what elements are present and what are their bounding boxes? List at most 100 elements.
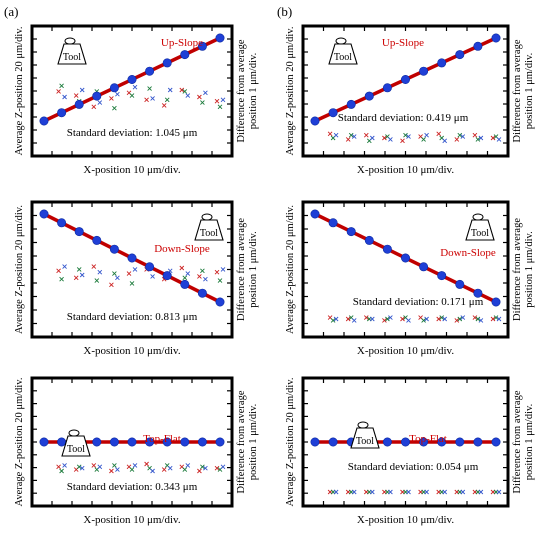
y2-axis-label: Difference from average	[512, 390, 523, 493]
difference-point	[403, 132, 408, 138]
difference-point	[442, 138, 448, 144]
panels: Tool Up-Slope Standard deviation: 1.045 μm…	[14, 24, 535, 526]
average-point	[92, 91, 102, 101]
tool-tip	[357, 421, 369, 429]
difference-point	[490, 316, 496, 322]
average-point	[145, 66, 155, 76]
difference-point	[197, 468, 202, 474]
difference-point	[200, 100, 205, 105]
difference-point	[109, 96, 114, 101]
average-point	[437, 437, 447, 447]
difference-point	[496, 316, 502, 322]
tool-tip	[68, 429, 80, 437]
difference-point	[167, 87, 173, 93]
tool-body	[194, 219, 224, 241]
difference-point	[62, 463, 67, 468]
average-point	[473, 437, 483, 447]
average-point	[455, 279, 465, 289]
tool-tip	[64, 37, 76, 45]
average-point	[109, 437, 119, 447]
difference-point	[382, 318, 387, 323]
difference-point	[197, 274, 202, 279]
y2-axis-label: position 1 μm/div.	[248, 53, 259, 129]
difference-point	[97, 269, 103, 275]
average-point	[92, 235, 102, 245]
difference-point	[333, 132, 339, 138]
difference-point	[115, 467, 120, 472]
y-axis-label: Average Z-position 20 μm/div.	[14, 205, 25, 334]
difference-point	[496, 489, 502, 495]
average-point	[127, 437, 137, 447]
difference-point	[200, 268, 205, 274]
average-point	[473, 41, 483, 51]
panel-a-flat: Tool Top-Flat Standard deviation: 0.343 μm…	[14, 376, 259, 526]
difference-point	[460, 489, 466, 495]
difference-point	[472, 132, 478, 138]
difference-point	[475, 137, 481, 142]
average-point	[328, 437, 338, 447]
difference-point	[150, 96, 155, 101]
difference-point	[351, 489, 357, 495]
difference-point	[200, 464, 205, 470]
tool-body	[57, 43, 87, 65]
x-axis-label: X-position 10 μm/div.	[83, 164, 180, 176]
panel-title: Up-Slope	[161, 37, 203, 49]
difference-point	[388, 137, 393, 142]
average-point	[382, 244, 392, 254]
difference-point	[185, 463, 191, 468]
y2-axis-label: position 1 μm/div.	[248, 231, 259, 307]
average-point	[74, 99, 84, 109]
panel-a-up: Tool Up-Slope Standard deviation: 1.045 μm…	[14, 24, 259, 176]
difference-point	[424, 489, 429, 495]
difference-point	[115, 91, 120, 97]
difference-point	[185, 93, 191, 98]
tool-tip	[335, 37, 347, 45]
difference-point	[79, 87, 85, 93]
difference-point	[144, 97, 149, 103]
difference-point	[475, 316, 481, 322]
x-axis-label: X-position 10 μm/div.	[83, 345, 180, 357]
difference-point	[439, 315, 445, 320]
difference-point	[182, 89, 188, 94]
difference-point	[185, 271, 191, 276]
difference-point	[197, 94, 202, 100]
tool-tip	[472, 213, 484, 221]
average-point	[215, 437, 225, 447]
difference-point	[406, 318, 411, 323]
difference-point	[327, 131, 333, 137]
tool-body	[61, 435, 91, 457]
average-point	[180, 279, 190, 289]
average-point	[364, 235, 374, 245]
difference-point	[179, 87, 185, 93]
average-point	[127, 74, 137, 84]
x-axis-label: X-position 10 μm/div.	[357, 164, 454, 176]
average-point	[92, 437, 102, 447]
difference-point	[478, 318, 484, 323]
average-point	[419, 437, 429, 447]
tool-tip	[201, 213, 213, 221]
tool-body	[328, 43, 358, 65]
difference-point	[126, 271, 132, 276]
difference-point	[421, 137, 426, 142]
average-point	[382, 437, 392, 447]
difference-point	[369, 135, 375, 141]
tool-icon: Tool	[61, 429, 91, 457]
std-annotation: Standard deviation: 0.419 μm	[338, 112, 469, 124]
difference-point	[115, 275, 120, 281]
panel-title: Top-Flat	[143, 433, 181, 445]
difference-point	[112, 271, 117, 276]
average-point	[39, 116, 49, 126]
difference-point	[330, 318, 336, 323]
difference-point	[454, 318, 460, 323]
difference-point	[385, 316, 390, 322]
difference-point	[56, 464, 61, 470]
average-point	[74, 227, 84, 237]
difference-point	[345, 316, 351, 322]
difference-point	[129, 281, 135, 286]
tool-label: Tool	[471, 228, 489, 239]
average-point	[401, 253, 411, 263]
std-annotation: Standard deviation: 0.171 μm	[353, 296, 484, 308]
difference-point	[220, 97, 226, 103]
difference-point	[436, 131, 442, 137]
average-point	[180, 437, 190, 447]
